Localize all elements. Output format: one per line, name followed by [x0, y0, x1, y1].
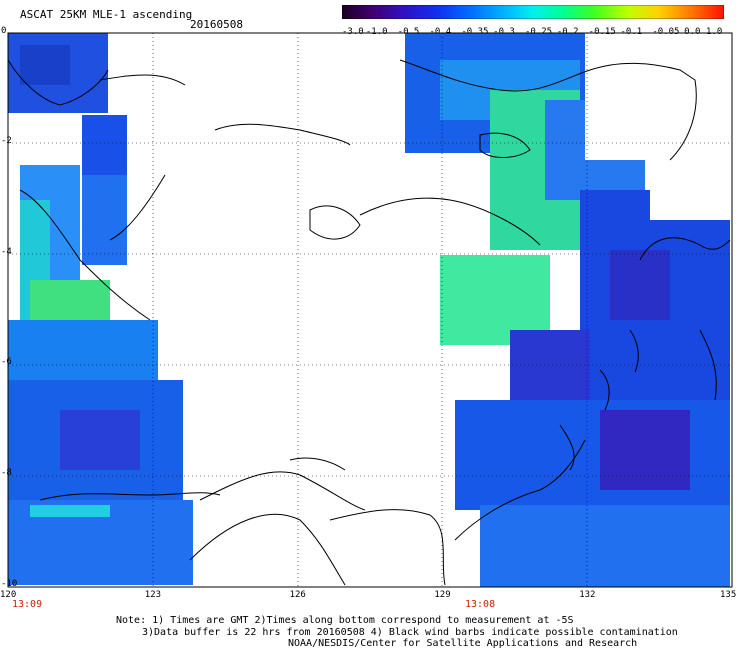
y-tick-label: 0	[1, 26, 7, 36]
map-title: ASCAT 25KM MLE-1 ascending	[20, 8, 193, 21]
note-line-1: Note: 1) Times are GMT 2)Times along bot…	[116, 615, 574, 626]
note-line-2: 3)Data buffer is 22 hrs from 20160508 4)…	[142, 627, 678, 638]
colorbar-label: -1.0	[365, 27, 388, 37]
x-tick-label: 132	[579, 590, 596, 600]
y-tick-label: -8	[1, 468, 12, 479]
colorbar	[342, 5, 724, 19]
coastlines	[7, 59, 731, 586]
colorbar-label: -0.4	[429, 27, 452, 37]
y-tick-label: -10	[1, 579, 18, 589]
x-tick-label: 120	[0, 590, 17, 600]
map-grid	[8, 33, 732, 587]
colorbar-gradient	[342, 5, 724, 19]
x-tick-label: 126	[289, 590, 306, 600]
colorbar-label: -0.3	[493, 27, 515, 37]
colorbar-label: -0.05	[652, 27, 680, 37]
colorbar-label: -0.2	[556, 27, 579, 37]
ascat-swath-east	[405, 33, 730, 587]
x-tick-label: 135	[720, 590, 737, 600]
colorbar-label: -3.0	[342, 27, 364, 37]
colorbar-labels: -3.0 -1.0 -0.5 -0.4 -0.35 -0.3 -0.25 -0.2 -0.15-…	[342, 27, 724, 37]
colorbar-label: -0.5	[397, 27, 420, 37]
map-frame	[7, 32, 733, 588]
time-label-east: 13:08	[465, 599, 496, 610]
y-tick-label: -6	[1, 357, 12, 368]
colorbar-label: -0.15	[588, 27, 616, 37]
time-label-west: 13:09	[12, 599, 43, 610]
note-line-3: NOAA/NESDIS/Center for Satellite Applica…	[288, 638, 638, 649]
colorbar-label: 1.0	[706, 27, 723, 37]
colorbar-label: -0.35	[461, 27, 489, 37]
map-date: 20160508	[190, 18, 243, 31]
x-tick-label: 129	[434, 590, 451, 600]
y-tick-label: -2	[1, 135, 12, 146]
colorbar-label: 0.0	[684, 27, 701, 37]
ascat-swath-west	[8, 33, 193, 585]
x-tick-label: 123	[144, 590, 162, 600]
colorbar-label: -0.1	[620, 27, 643, 37]
y-tick-label: -4	[1, 246, 12, 257]
colorbar-label: -0.25	[525, 27, 553, 37]
